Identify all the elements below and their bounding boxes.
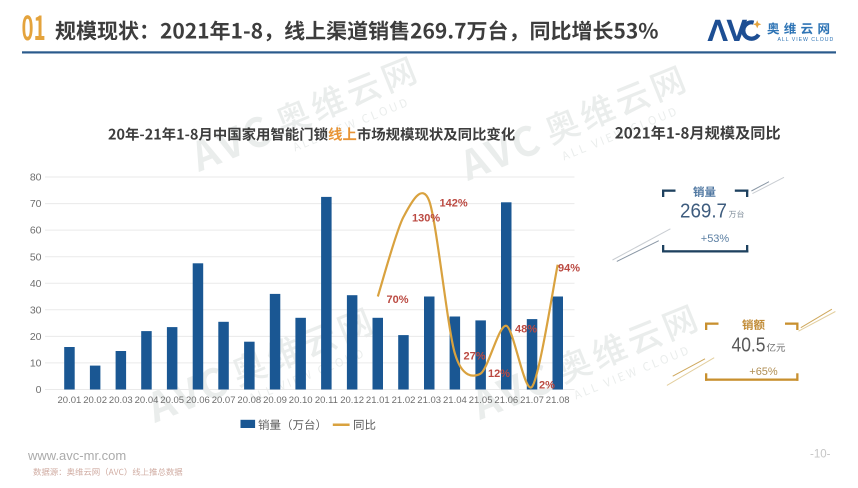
svg-text:70: 70 <box>30 198 42 210</box>
svg-text:21.01: 21.01 <box>366 395 390 406</box>
svg-text:+53%: +53% <box>701 233 730 245</box>
svg-text:20.10: 20.10 <box>289 395 313 406</box>
svg-text:-10-: -10- <box>810 449 831 461</box>
svg-text:30: 30 <box>30 304 42 316</box>
svg-text:20.01: 20.01 <box>58 395 82 406</box>
svg-text:21.04: 21.04 <box>443 395 467 406</box>
svg-text:21.05: 21.05 <box>469 395 493 406</box>
svg-text:+65%: +65% <box>749 366 778 378</box>
svg-text:21.02: 21.02 <box>392 395 416 406</box>
svg-text:2%: 2% <box>539 380 555 392</box>
svg-text:20: 20 <box>30 331 42 343</box>
svg-text:21.06: 21.06 <box>494 395 518 406</box>
svg-text:130%: 130% <box>412 213 440 225</box>
svg-text:70%: 70% <box>387 294 409 306</box>
svg-text:20.05: 20.05 <box>160 395 184 406</box>
svg-text:48%: 48% <box>515 324 537 336</box>
svg-text:www.avc-mr.com: www.avc-mr.com <box>27 448 126 463</box>
svg-text:142%: 142% <box>440 198 468 210</box>
svg-text:ALL VIEW CLOUD: ALL VIEW CLOUD <box>778 37 835 43</box>
svg-text:60: 60 <box>30 225 42 237</box>
svg-text:10: 10 <box>30 358 42 370</box>
svg-text:12%: 12% <box>488 368 510 380</box>
svg-text:20.02: 20.02 <box>83 395 107 406</box>
svg-text:20.03: 20.03 <box>109 395 133 406</box>
svg-text:21.07: 21.07 <box>520 395 544 406</box>
svg-text:20.12: 20.12 <box>340 395 364 406</box>
svg-text:20.07: 20.07 <box>212 395 236 406</box>
svg-text:27%: 27% <box>464 351 486 363</box>
svg-text:21.08: 21.08 <box>546 395 570 406</box>
svg-text:269.7: 269.7 <box>680 200 727 223</box>
svg-text:20.11: 20.11 <box>315 395 338 406</box>
svg-text:0: 0 <box>36 384 42 396</box>
svg-text:40.5: 40.5 <box>732 334 766 357</box>
svg-text:20.06: 20.06 <box>186 395 210 406</box>
svg-text:20.04: 20.04 <box>135 395 159 406</box>
svg-text:20.08: 20.08 <box>237 395 261 406</box>
svg-text:50: 50 <box>30 251 42 263</box>
svg-text:94%: 94% <box>558 263 580 275</box>
svg-text:80: 80 <box>30 172 42 184</box>
svg-text:40: 40 <box>30 278 42 290</box>
svg-text:21.03: 21.03 <box>417 395 441 406</box>
svg-text:20.09: 20.09 <box>263 395 287 406</box>
